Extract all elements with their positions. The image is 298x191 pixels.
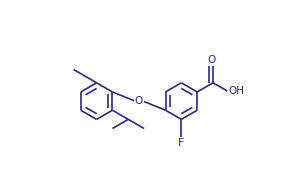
- Text: O: O: [208, 55, 216, 65]
- Text: O: O: [135, 96, 143, 106]
- Text: OH: OH: [228, 86, 244, 96]
- Text: F: F: [178, 138, 184, 148]
